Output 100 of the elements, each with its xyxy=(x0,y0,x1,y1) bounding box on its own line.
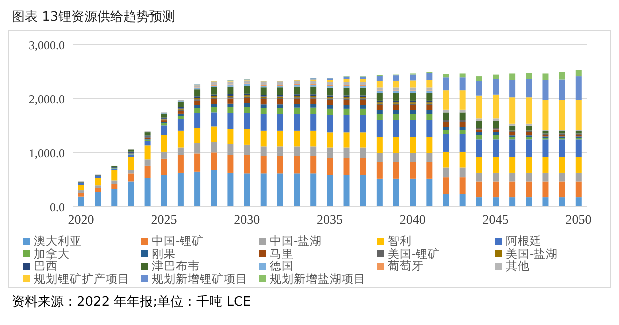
bar xyxy=(510,98,516,124)
bar xyxy=(476,81,482,96)
bar xyxy=(344,82,350,86)
bar xyxy=(460,127,466,130)
bar xyxy=(443,112,450,120)
bar xyxy=(360,88,366,96)
bar xyxy=(426,153,433,162)
bar xyxy=(327,88,334,96)
bar xyxy=(376,81,383,88)
bar xyxy=(492,80,499,95)
bar xyxy=(542,182,549,198)
bar xyxy=(228,113,234,130)
bar xyxy=(410,120,416,138)
bar xyxy=(510,80,516,98)
bar xyxy=(360,82,366,86)
bar xyxy=(492,157,499,173)
bar xyxy=(559,172,566,182)
bar xyxy=(228,144,234,156)
bar xyxy=(327,132,334,148)
bar xyxy=(559,100,566,130)
bar xyxy=(526,137,532,140)
bar xyxy=(542,80,549,100)
bar xyxy=(344,158,350,176)
bar xyxy=(260,156,267,174)
bar xyxy=(310,156,317,174)
bar xyxy=(327,105,334,109)
bar xyxy=(277,146,284,156)
bar xyxy=(576,172,582,182)
bar xyxy=(112,170,118,181)
bar xyxy=(410,88,416,91)
x-tick-label: 2035 xyxy=(317,212,343,228)
bar xyxy=(542,140,549,158)
bar xyxy=(178,172,184,207)
x-tick-label: 2045 xyxy=(482,212,509,228)
bar xyxy=(211,99,218,104)
bar xyxy=(112,189,118,207)
legend-label: 中国-盐湖 xyxy=(270,234,322,248)
bar xyxy=(344,80,350,82)
bar xyxy=(310,114,317,131)
bar xyxy=(161,158,168,176)
bar xyxy=(559,157,566,173)
legend-label: 葡萄牙 xyxy=(388,259,424,273)
bar xyxy=(559,182,566,198)
bar xyxy=(211,170,218,207)
bar xyxy=(161,152,168,159)
bar xyxy=(244,98,250,104)
legend-label: 加拿大 xyxy=(34,246,70,260)
bar xyxy=(178,130,184,148)
y-tick-label: 1,000.0 xyxy=(29,146,65,160)
bar xyxy=(376,162,383,179)
bar xyxy=(476,130,482,132)
bar xyxy=(360,100,366,106)
bar xyxy=(178,114,184,116)
bar xyxy=(277,88,284,96)
bar xyxy=(376,114,383,120)
bar xyxy=(376,178,383,207)
bar xyxy=(376,105,383,110)
legend-label: 美国-盐湖 xyxy=(506,246,558,260)
bar xyxy=(327,158,334,176)
bar xyxy=(260,108,267,114)
bar xyxy=(443,127,450,130)
bar xyxy=(426,93,433,101)
bar xyxy=(443,168,450,178)
bar xyxy=(360,132,366,148)
bar xyxy=(78,193,84,197)
bar xyxy=(78,196,84,207)
bar xyxy=(260,146,267,156)
bar xyxy=(526,140,532,158)
bar xyxy=(394,110,400,114)
bar xyxy=(460,178,466,194)
legend-label: 规划新增盐湖项目 xyxy=(270,272,366,286)
bar xyxy=(559,72,566,80)
bar xyxy=(294,98,300,104)
bar xyxy=(277,108,284,114)
bar xyxy=(510,198,516,207)
bar xyxy=(394,153,400,162)
bar xyxy=(161,135,168,152)
bar xyxy=(277,156,284,174)
bar xyxy=(294,108,300,114)
bar xyxy=(443,74,450,78)
bar xyxy=(460,130,466,134)
bar xyxy=(410,114,416,120)
bar xyxy=(211,82,218,86)
bar xyxy=(576,70,582,77)
bar xyxy=(443,152,450,168)
legend-label: 德国 xyxy=(270,259,294,273)
bar xyxy=(310,98,317,104)
bar xyxy=(426,105,433,110)
bar xyxy=(576,140,582,158)
bar xyxy=(344,115,350,133)
bar xyxy=(128,157,134,170)
bar xyxy=(443,194,450,207)
bar xyxy=(344,175,350,207)
bar xyxy=(410,93,416,101)
legend-label: 美国-锂矿 xyxy=(388,246,440,260)
bar xyxy=(510,182,516,198)
bar xyxy=(228,98,234,104)
bar xyxy=(443,90,450,110)
bar xyxy=(476,132,482,136)
bar xyxy=(228,104,234,108)
